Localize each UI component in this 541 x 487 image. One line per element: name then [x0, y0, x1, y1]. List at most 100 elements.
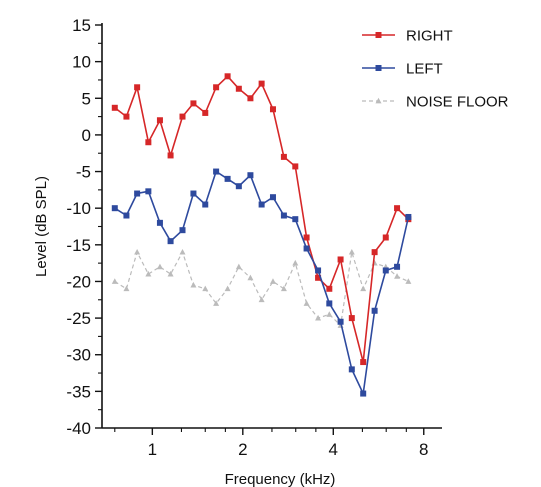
data-point: [167, 238, 174, 245]
data-point: [280, 285, 287, 292]
data-point: [224, 73, 231, 80]
data-point: [190, 281, 197, 288]
data-point: [269, 278, 276, 284]
data-point: [179, 248, 186, 255]
y-axis-title: Level (dB SPL): [33, 176, 50, 277]
data-point: [292, 259, 299, 266]
data-point: [280, 212, 287, 219]
data-point: [326, 311, 333, 317]
data-point: [360, 359, 367, 366]
data-point: [258, 201, 265, 208]
data-point: [303, 300, 310, 306]
data-point: [360, 285, 367, 292]
y-tick-label: -10: [66, 199, 91, 218]
data-point: [394, 273, 401, 279]
data-point: [269, 194, 276, 201]
y-tick-label: 5: [82, 89, 91, 108]
data-point: [235, 85, 242, 92]
data-point: [134, 190, 141, 197]
data-point: [145, 270, 152, 277]
data-point: [360, 390, 367, 397]
data-point: [303, 234, 310, 241]
data-point: [337, 318, 344, 325]
data-point: [269, 106, 276, 113]
data-point: [235, 263, 242, 270]
data-point: [179, 227, 186, 234]
data-point: [394, 263, 401, 270]
series-left: [111, 168, 412, 397]
x-tick-label: 4: [329, 440, 338, 459]
data-point: [202, 201, 209, 208]
data-point: [167, 152, 174, 159]
data-point: [111, 205, 118, 212]
y-tick-label: 10: [72, 53, 91, 72]
series-line: [114, 250, 409, 327]
data-point: [348, 366, 355, 373]
data-point: [375, 97, 382, 104]
data-point: [394, 205, 401, 212]
data-point: [111, 104, 118, 111]
legend-entry: RIGHT: [362, 28, 453, 45]
y-tick-label: -15: [66, 236, 91, 255]
data-point: [382, 234, 389, 241]
data-point: [202, 109, 209, 116]
y-tick-label: -25: [66, 309, 91, 328]
y-tick-label: -30: [66, 346, 91, 365]
data-point: [145, 188, 152, 195]
legend-entry: LEFT: [362, 61, 443, 78]
legend-label: LEFT: [406, 61, 443, 78]
data-point: [190, 100, 197, 107]
series-right: [111, 73, 412, 366]
data-point: [247, 95, 254, 102]
data-point: [337, 256, 344, 263]
y-tick-label: -40: [66, 419, 91, 438]
data-point: [371, 249, 378, 256]
data-point: [156, 219, 163, 226]
series-layer: [111, 73, 412, 397]
data-point: [202, 285, 209, 292]
axes: 15 10 5 0 -5 -10 -15 -20 -25 -30 -35 -40 1 2 4 8: [66, 16, 442, 459]
data-point: [258, 296, 265, 303]
y-tick-label: -20: [66, 272, 91, 291]
data-point: [179, 113, 186, 120]
data-point: [123, 212, 130, 219]
data-point: [156, 263, 163, 270]
data-point: [405, 213, 412, 220]
legend: RIGHT LEFT NOISE FLOOR: [362, 28, 509, 111]
data-point: [247, 172, 254, 179]
y-tick-label: 15: [72, 16, 91, 35]
data-point: [145, 139, 152, 146]
data-point: [292, 216, 299, 223]
y-tick-label: -35: [66, 382, 91, 401]
data-point: [134, 248, 141, 255]
data-point: [258, 80, 265, 87]
data-point: [326, 285, 333, 292]
x-tick-label: 2: [238, 440, 247, 459]
x-axis-title: Frequency (kHz): [225, 471, 336, 487]
legend-label: RIGHT: [406, 28, 453, 45]
legend-label: NOISE FLOOR: [406, 94, 509, 111]
data-point: [224, 175, 231, 182]
data-point: [315, 267, 322, 274]
data-point: [167, 270, 174, 277]
legend-entry: NOISE FLOOR: [362, 94, 509, 111]
data-point: [213, 84, 220, 91]
data-point: [134, 84, 141, 91]
y-tick-label: 0: [82, 126, 91, 145]
x-tick-label: 8: [419, 440, 428, 459]
data-point: [213, 300, 220, 306]
data-point: [371, 307, 378, 314]
data-point: [348, 248, 355, 255]
data-point: [405, 278, 412, 284]
data-point: [213, 168, 220, 175]
data-point: [190, 190, 197, 197]
data-point: [156, 117, 163, 124]
data-point: [123, 285, 130, 292]
y-tick-label: -5: [76, 163, 91, 182]
data-point: [224, 285, 231, 292]
data-point: [111, 278, 118, 284]
data-point: [315, 314, 322, 321]
data-point: [247, 274, 254, 281]
data-point: [123, 113, 130, 120]
